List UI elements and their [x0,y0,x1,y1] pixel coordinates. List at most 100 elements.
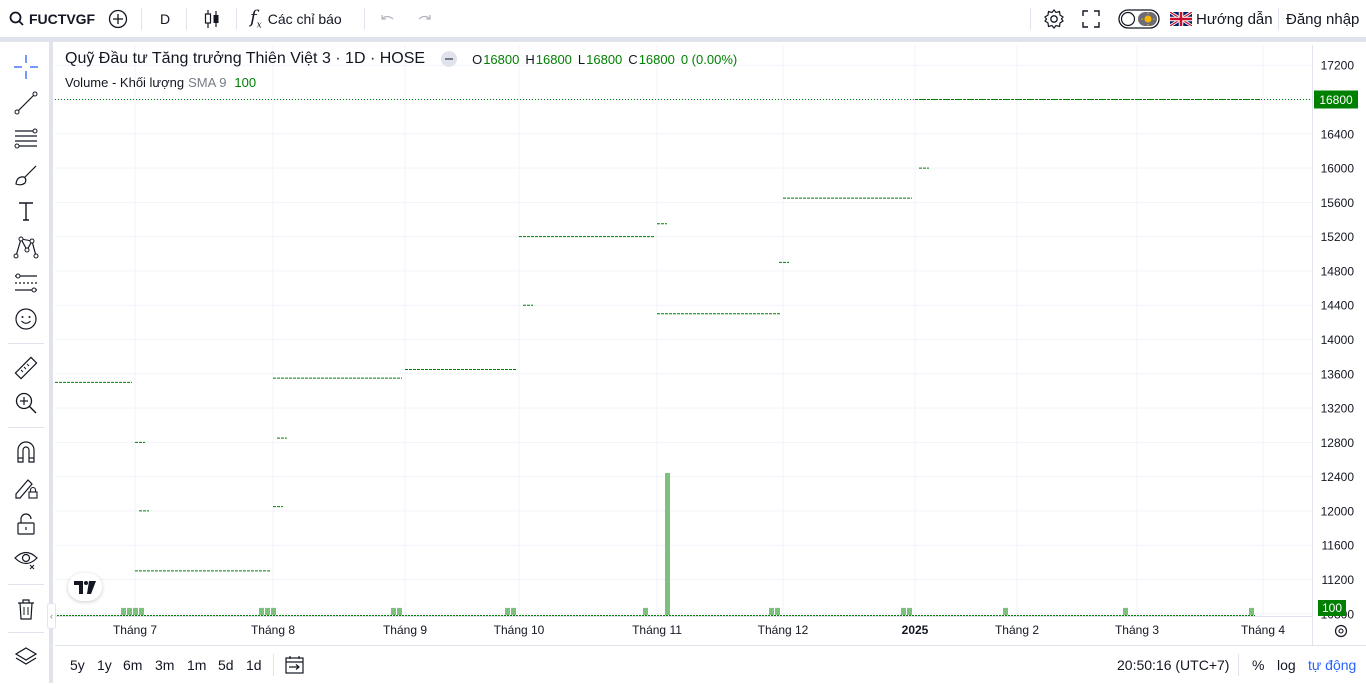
volume-bar [391,607,396,615]
indicators-button[interactable]: fx Các chỉ báo [250,0,342,38]
symbol-label: FUCTVGF [29,11,96,27]
drawing-toolbar [0,42,53,683]
interval-button[interactable]: D [160,0,170,38]
volume-bar [127,607,132,615]
divider [1030,8,1031,30]
fullscreen-icon [1082,10,1100,28]
time-tick-label: Tháng 11 [632,623,682,637]
price-tick-label: 12000 [1321,504,1355,518]
high-value: 16800 [535,51,572,67]
zoom-tool[interactable] [12,389,40,417]
volume-bar [265,607,270,615]
volume-bar [901,607,906,615]
range-5y-button[interactable]: 5y [70,646,85,684]
axis-settings-icon[interactable] [1334,624,1348,638]
remove-drawings-tool[interactable] [12,595,40,623]
redo-button[interactable] [416,0,434,38]
theme-toggle[interactable] [1118,0,1160,38]
range-5d-button[interactable]: 5d [218,646,234,684]
gear-icon [1044,9,1064,29]
prediction-tool[interactable] [12,269,40,297]
log-scale-toggle[interactable]: log [1277,646,1296,684]
settings-button[interactable] [1043,0,1065,38]
sma-label: SMA 9 [188,74,227,90]
lock-all-tool[interactable] [12,510,40,538]
theme-toggle-icon [1118,9,1160,29]
price-chart[interactable]: 17200 16800 16400 16000 15600 15200 14800 14400… [55,42,1366,683]
fullscreen-button[interactable] [1082,0,1100,38]
volume-bar [665,473,670,615]
symbol-search-button[interactable]: FUCTVGF [8,0,95,38]
volume-bar [907,607,912,615]
emoji-tool[interactable] [12,305,40,333]
crosshair-tool[interactable] [12,53,40,81]
timezone-clock[interactable]: 20:50:16 (UTC+7) [1117,646,1229,684]
lock-drawing-tool[interactable] [12,474,40,502]
trend-line-tool[interactable] [12,89,40,117]
log-label: log [1277,657,1296,673]
price-tick-label: 15200 [1321,230,1355,244]
guide-label: Hướng dẫn [1196,10,1273,28]
price-axis: 17200 16800 16400 16000 15600 15200 14800 14400… [1314,59,1358,621]
chevron-left-icon: ‹ [50,611,53,621]
measure-tool[interactable] [12,354,40,382]
open-value: 16800 [483,51,520,67]
price-tick-label: 12400 [1321,470,1355,484]
time-tick-label: Tháng 10 [494,623,545,637]
low-value: 16800 [586,51,623,67]
object-tree-tool[interactable] [12,643,40,671]
close-label: C [628,51,638,67]
chart-type-button[interactable] [202,0,222,38]
uk-flag-icon [1170,12,1192,26]
trend-line-icon [14,91,38,115]
tradingview-logo[interactable] [68,573,102,601]
price-tick-label: 15600 [1321,196,1355,210]
range-3m-button[interactable]: 3m [155,646,174,684]
percent-scale-toggle[interactable]: % [1252,646,1264,684]
hide-drawings-tool[interactable] [12,545,40,573]
text-icon [19,202,33,221]
toolbar-divider [8,343,44,344]
volume-bar [643,607,648,615]
toolbar-divider [8,584,44,585]
time-tick-label: Tháng 4 [1241,623,1285,637]
text-tool[interactable] [12,197,40,225]
fib-tool[interactable] [12,125,40,153]
pattern-tool[interactable] [12,233,40,261]
volume-bar [259,607,264,615]
auto-label: tự động [1308,657,1357,673]
range-label: 5d [218,657,234,673]
market-status-icon [441,51,458,67]
volume-bar [1123,607,1128,615]
smiley-icon [15,308,37,330]
volume-bar [505,607,510,615]
volume-bar [139,607,144,615]
price-tick-label: 14400 [1321,299,1355,313]
change-value: 0 (0.00%) [680,51,738,67]
range-1m-button[interactable]: 1m [187,646,206,684]
compare-button[interactable] [108,0,128,38]
auto-scale-toggle[interactable]: tự động [1308,646,1356,684]
sma-value: 100 [234,74,257,90]
collapse-toolbar-button[interactable]: ‹ [47,603,56,629]
guide-button[interactable]: Hướng dẫn [1170,0,1273,38]
undo-button[interactable] [378,0,396,38]
last-price-label: 16800 [1319,93,1353,107]
go-to-date-button[interactable] [284,646,306,684]
range-1y-button[interactable]: 1y [97,646,112,684]
range-label: 1m [187,657,207,673]
brush-tool[interactable] [12,161,40,189]
magnet-icon [17,441,35,463]
divider [186,8,187,30]
indicators-label: Các chỉ báo [267,11,342,27]
time-tick-label: Tháng 7 [113,623,157,637]
price-tick-label: 11200 [1322,573,1355,587]
login-button[interactable]: Đăng nhập [1286,0,1359,38]
price-tick-label: 14000 [1321,333,1355,347]
price-tick-label: 13200 [1321,402,1355,416]
divider [273,654,274,676]
range-1d-button[interactable]: 1d [246,646,262,684]
magnet-tool[interactable] [12,438,40,466]
divider [236,8,237,30]
range-6m-button[interactable]: 6m [123,646,142,684]
